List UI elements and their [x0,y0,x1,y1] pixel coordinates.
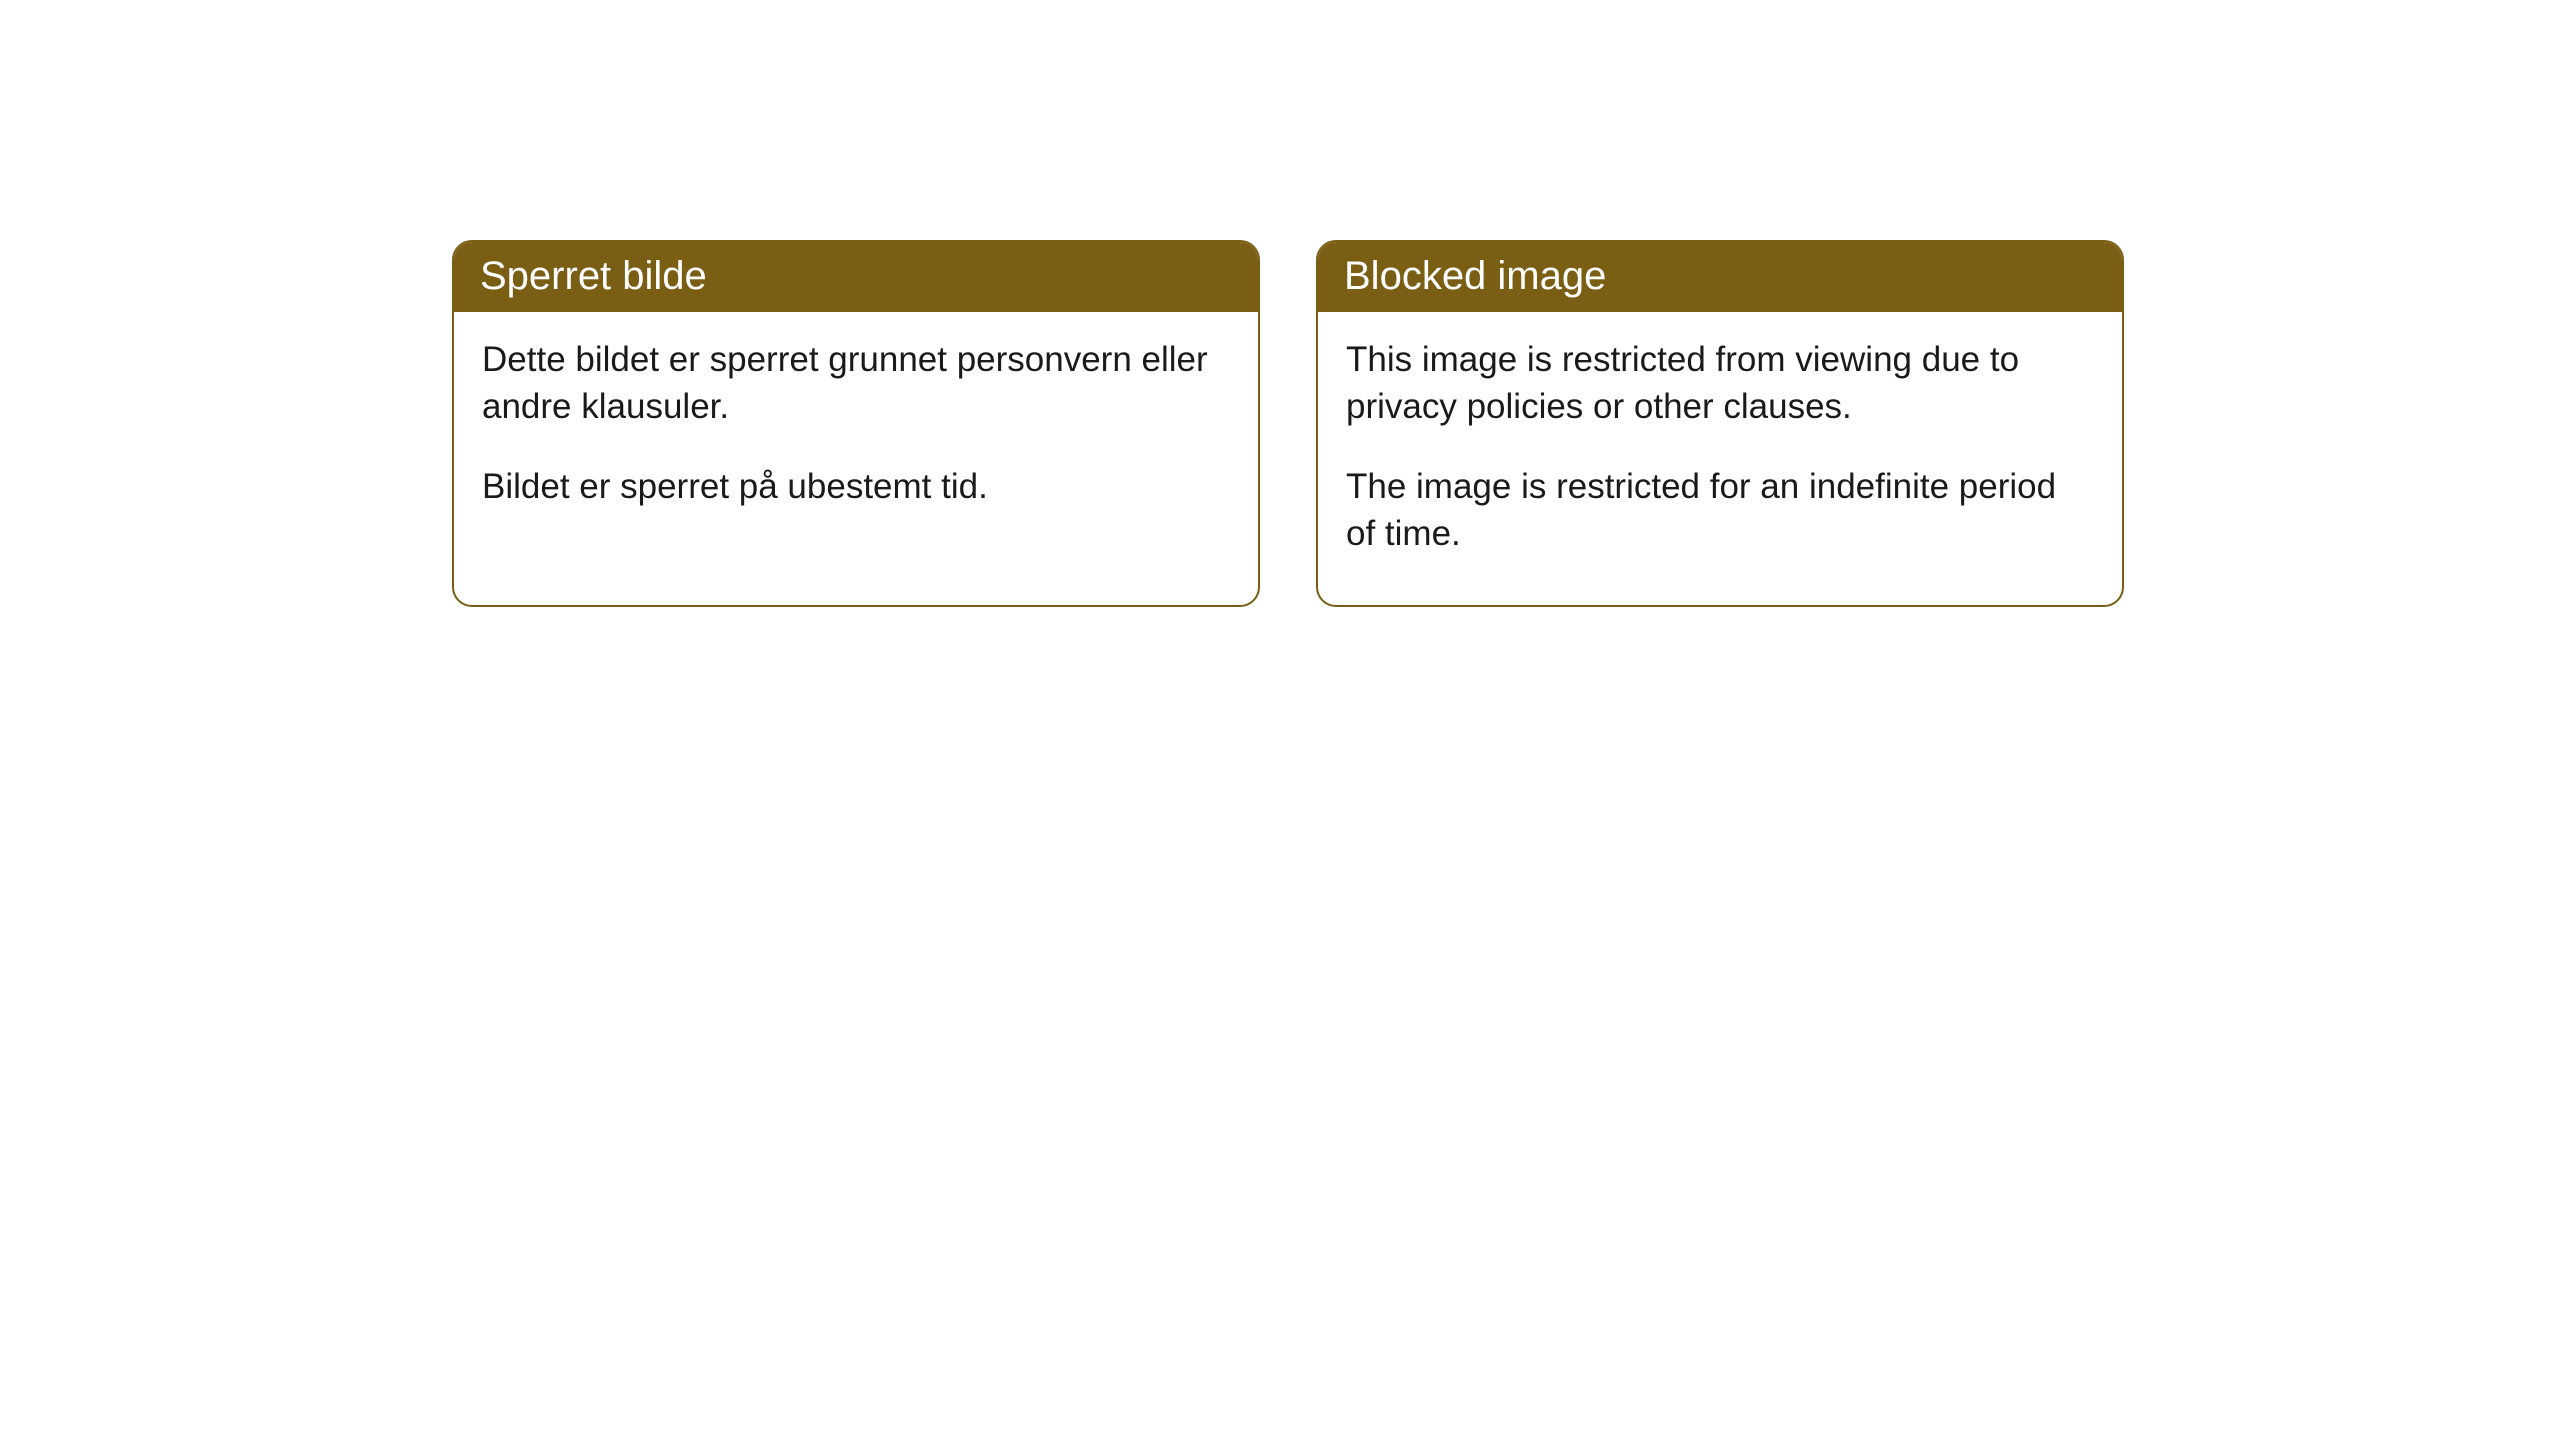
blocked-image-card-norwegian: Sperret bilde Dette bildet er sperret gr… [452,240,1260,607]
blocked-image-card-english: Blocked image This image is restricted f… [1316,240,2124,607]
notice-cards-container: Sperret bilde Dette bildet er sperret gr… [0,0,2560,607]
card-paragraph-1-english: This image is restricted from viewing du… [1346,336,2094,431]
card-body-norwegian: Dette bildet er sperret grunnet personve… [454,312,1258,558]
card-paragraph-2-english: The image is restricted for an indefinit… [1346,463,2094,558]
card-body-english: This image is restricted from viewing du… [1318,312,2122,605]
card-header-english: Blocked image [1318,242,2122,312]
card-paragraph-2-norwegian: Bildet er sperret på ubestemt tid. [482,463,1230,510]
card-header-norwegian: Sperret bilde [454,242,1258,312]
card-paragraph-1-norwegian: Dette bildet er sperret grunnet personve… [482,336,1230,431]
